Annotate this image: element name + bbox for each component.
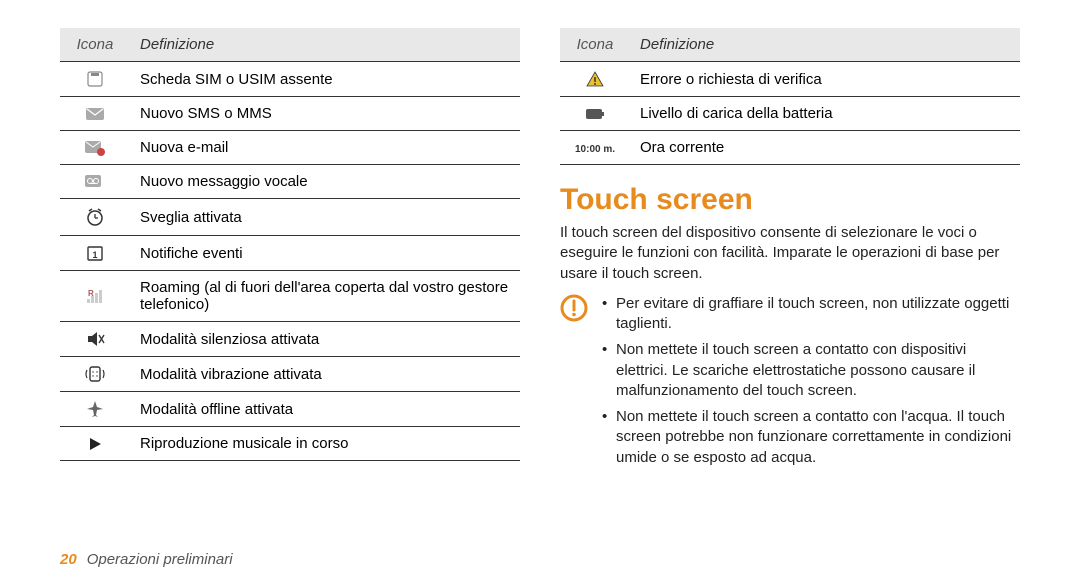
col-header-icon: Icona <box>560 28 630 62</box>
warning-note: Per evitare di graffiare il touch screen… <box>560 294 1020 474</box>
table-def: Notifiche eventi <box>130 236 520 271</box>
table-row: Nuovo SMS o MMS <box>60 97 520 131</box>
right-column: Icona Definizione Errore o richiesta di … <box>560 28 1020 474</box>
alarm-icon <box>60 199 130 236</box>
time-label: 10:00 m. <box>575 144 615 155</box>
calendar-icon: 1 <box>60 236 130 271</box>
sim-card-icon <box>60 62 130 97</box>
table-def: Modalità vibrazione attivata <box>130 357 520 392</box>
section-intro: Il touch screen del dispositivo consente… <box>560 223 1020 284</box>
col-header-icon: Icona <box>60 28 130 62</box>
airplane-icon <box>60 392 130 427</box>
roaming-icon: R <box>60 271 130 322</box>
table-def: Ora corrente <box>630 131 1020 165</box>
breadcrumb: Operazioni preliminari <box>87 551 233 568</box>
note-item: Non mettete il touch screen a contatto c… <box>602 407 1020 468</box>
table-def: Modalità offline attivata <box>130 392 520 427</box>
note-item: Non mettete il touch screen a contatto c… <box>602 340 1020 401</box>
table-def: Livello di carica della batteria <box>630 97 1020 131</box>
table-def: Nuovo messaggio vocale <box>130 165 520 199</box>
page-number: 20 <box>60 551 77 568</box>
table-def: Riproduzione musicale in corso <box>130 427 520 461</box>
sms-icon <box>60 97 130 131</box>
svg-text:1: 1 <box>92 250 97 260</box>
table-row: Modalità offline attivata <box>60 392 520 427</box>
table-row: Riproduzione musicale in corso <box>60 427 520 461</box>
table-def: Modalità silenziosa attivata <box>130 322 520 357</box>
clock-text-icon: 10:00 m. <box>560 131 630 165</box>
section-title: Touch screen <box>560 183 1020 217</box>
table-row: Modalità vibrazione attivata <box>60 357 520 392</box>
table-row: Modalità silenziosa attivata <box>60 322 520 357</box>
table-def: Roaming (al di fuori dell'area coperta d… <box>130 271 520 322</box>
play-icon <box>60 427 130 461</box>
info-warning-icon <box>560 294 588 474</box>
col-header-def: Definizione <box>630 28 1020 62</box>
table-row: 1 Notifiche eventi <box>60 236 520 271</box>
icons-table-left: Icona Definizione Scheda SIM o USIM asse… <box>60 28 520 461</box>
table-row: R Roaming (al di fuori dell'area coperta… <box>60 271 520 322</box>
table-row: Sveglia attivata <box>60 199 520 236</box>
table-def: Nuovo SMS o MMS <box>130 97 520 131</box>
note-list: Per evitare di graffiare il touch screen… <box>602 294 1020 474</box>
page-content: Icona Definizione Scheda SIM o USIM asse… <box>0 0 1080 474</box>
table-row: Livello di carica della batteria <box>560 97 1020 131</box>
note-item: Per evitare di graffiare il touch screen… <box>602 294 1020 335</box>
battery-icon <box>560 97 630 131</box>
table-def: Scheda SIM o USIM assente <box>130 62 520 97</box>
table-def: Sveglia attivata <box>130 199 520 236</box>
svg-text:R: R <box>88 289 94 298</box>
vibrate-icon <box>60 357 130 392</box>
table-def: Errore o richiesta di verifica <box>630 62 1020 97</box>
table-row: Scheda SIM o USIM assente <box>60 62 520 97</box>
page-footer: 20 Operazioni preliminari <box>60 551 233 568</box>
col-header-def: Definizione <box>130 28 520 62</box>
icons-table-right: Icona Definizione Errore o richiesta di … <box>560 28 1020 165</box>
voicemail-icon <box>60 165 130 199</box>
warning-icon <box>560 62 630 97</box>
table-row: Nuovo messaggio vocale <box>60 165 520 199</box>
silent-icon <box>60 322 130 357</box>
left-column: Icona Definizione Scheda SIM o USIM asse… <box>60 28 520 474</box>
table-row: Nuova e-mail <box>60 131 520 165</box>
table-def: Nuova e-mail <box>130 131 520 165</box>
table-row: Errore o richiesta di verifica <box>560 62 1020 97</box>
table-row: 10:00 m. Ora corrente <box>560 131 1020 165</box>
email-icon <box>60 131 130 165</box>
